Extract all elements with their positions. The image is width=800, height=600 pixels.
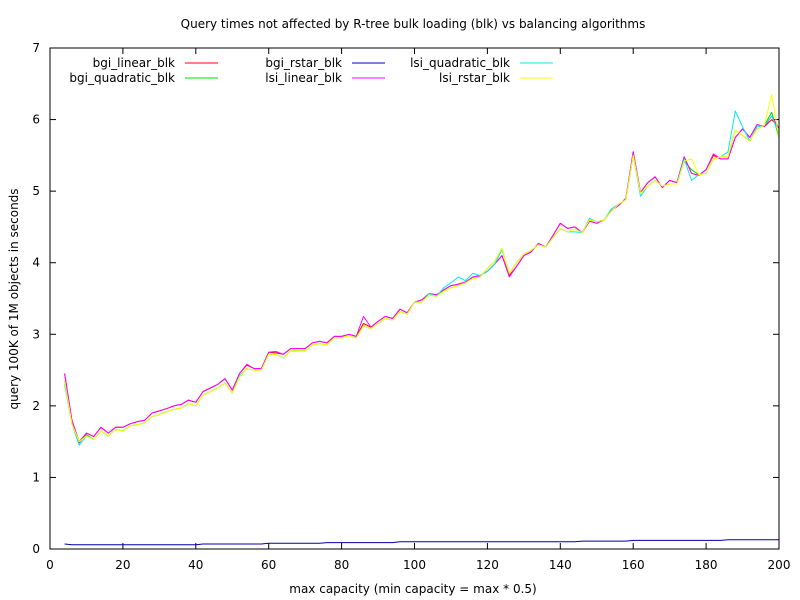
- legend-label: lsi_rstar_blk: [439, 71, 510, 85]
- x-tick-label: 180: [695, 558, 718, 572]
- x-tick-label: 140: [549, 558, 572, 572]
- series-line-lsi-quadratic-blk: [64, 110, 780, 446]
- y-tick-label: 5: [32, 184, 40, 198]
- y-tick-label: 0: [32, 542, 40, 556]
- legend-label: bgi_rstar_blk: [265, 56, 342, 70]
- series-line-bgi-quadratic-blk: [64, 111, 780, 443]
- chart-title: Query times not affected by R-tree bulk …: [181, 17, 646, 31]
- series-line-lsi-rstar-blk: [64, 94, 780, 443]
- y-tick-label: 4: [32, 256, 40, 270]
- series-lines: [64, 94, 780, 546]
- series-line-bgi-rstar-blk: [64, 539, 779, 546]
- y-tick-label: 1: [32, 470, 40, 484]
- x-tick-label: 0: [46, 558, 54, 572]
- x-tick-label: 160: [622, 558, 645, 572]
- series-line-bgi-linear-blk: [64, 119, 780, 443]
- legend-label: bgi_quadratic_blk: [69, 71, 175, 85]
- x-tick-label: 200: [768, 558, 791, 572]
- x-tick-label: 20: [115, 558, 130, 572]
- legend-label: bgi_linear_blk: [93, 56, 175, 70]
- x-tick-label: 100: [403, 558, 426, 572]
- plot-frame: [49, 47, 780, 550]
- legend-label: lsi_quadratic_blk: [410, 56, 510, 70]
- y-tick-label: 3: [32, 327, 40, 341]
- series-line-lsi-linear-blk: [64, 115, 780, 444]
- x-tick-label: 120: [476, 558, 499, 572]
- y-tick-label: 2: [32, 399, 40, 413]
- legend-label: lsi_linear_blk: [265, 71, 342, 85]
- x-tick-label: 60: [261, 558, 276, 572]
- x-axis-label: max capacity (min capacity = max * 0.5): [289, 582, 536, 596]
- y-tick-label: 7: [32, 41, 40, 55]
- x-tick-label: 40: [188, 558, 203, 572]
- axis-ticks: 0 20 40 60 80 100 120 140 160 180 200 0 1 2 3 4 5 6 7: [32, 41, 790, 572]
- x-tick-label: 80: [334, 558, 349, 572]
- y-axis-label: query 100K of 1M objects in seconds: [7, 188, 21, 409]
- y-tick-label: 6: [32, 113, 40, 127]
